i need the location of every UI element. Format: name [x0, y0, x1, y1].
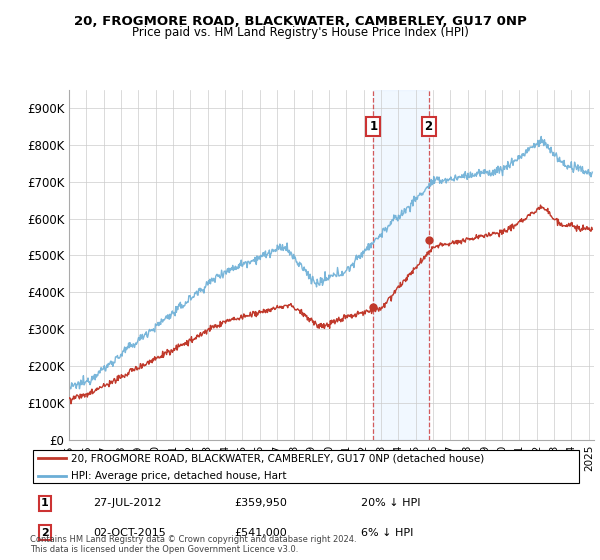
- Text: 2: 2: [424, 120, 433, 133]
- FancyBboxPatch shape: [33, 450, 579, 483]
- Text: £359,950: £359,950: [234, 498, 287, 508]
- Bar: [373, 90, 428, 440]
- Text: 2: 2: [41, 528, 49, 538]
- Text: Price paid vs. HM Land Registry's House Price Index (HPI): Price paid vs. HM Land Registry's House …: [131, 26, 469, 39]
- Text: HPI: Average price, detached house, Hart: HPI: Average price, detached house, Hart: [71, 472, 287, 482]
- Text: 20, FROGMORE ROAD, BLACKWATER, CAMBERLEY, GU17 0NP: 20, FROGMORE ROAD, BLACKWATER, CAMBERLEY…: [74, 15, 526, 28]
- Text: £541,000: £541,000: [234, 528, 287, 538]
- Text: 20, FROGMORE ROAD, BLACKWATER, CAMBERLEY, GU17 0NP (detached house): 20, FROGMORE ROAD, BLACKWATER, CAMBERLEY…: [71, 453, 485, 463]
- Text: 20% ↓ HPI: 20% ↓ HPI: [361, 498, 421, 508]
- Text: 1: 1: [370, 120, 377, 133]
- Text: 27-JUL-2012: 27-JUL-2012: [94, 498, 162, 508]
- Text: 02-OCT-2015: 02-OCT-2015: [94, 528, 166, 538]
- Text: 6% ↓ HPI: 6% ↓ HPI: [361, 528, 413, 538]
- Text: Contains HM Land Registry data © Crown copyright and database right 2024.
This d: Contains HM Land Registry data © Crown c…: [30, 535, 356, 554]
- Text: 1: 1: [41, 498, 49, 508]
